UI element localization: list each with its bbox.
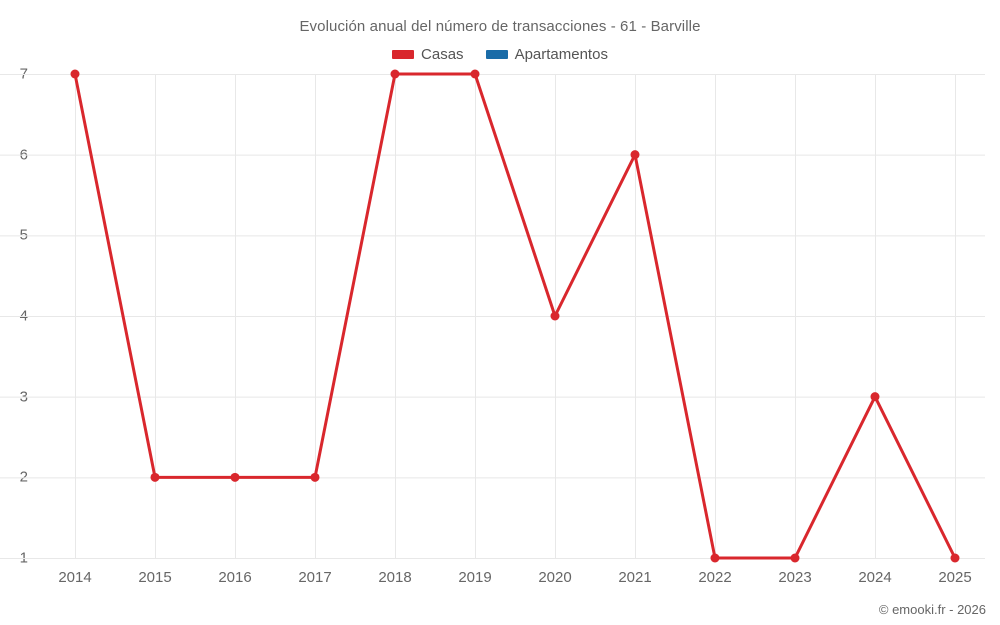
x-axis-tick-2021: 2021 (618, 569, 652, 586)
data-point-casas (70, 69, 80, 79)
data-point-casas (710, 553, 720, 563)
legend-label-apartamentos: Apartamentos (514, 46, 608, 63)
x-axis-tick-2019: 2019 (458, 569, 492, 586)
legend-swatch-casas (392, 50, 415, 59)
data-point-casas (950, 553, 960, 563)
x-axis-tick-2017: 2017 (298, 569, 332, 586)
data-point-casas (630, 150, 640, 160)
legend-item-casas[interactable]: Casas (392, 46, 464, 63)
legend-label-casas: Casas (421, 46, 464, 63)
x-axis-tick-2025: 2025 (938, 569, 972, 586)
x-axis-tick-2022: 2022 (698, 569, 732, 586)
data-point-casas (390, 69, 400, 79)
x-axis-tick-2015: 2015 (138, 569, 172, 586)
x-axis-tick-2018: 2018 (378, 569, 412, 586)
y-axis-tick-2: 2 (19, 468, 28, 486)
data-point-casas (230, 472, 240, 482)
y-axis-tick-5: 5 (19, 226, 28, 244)
data-point-casas (790, 553, 800, 563)
x-axis-tick-2014: 2014 (58, 569, 92, 586)
y-axis-tick-3: 3 (19, 388, 28, 406)
x-axis-tick-2020: 2020 (538, 569, 572, 586)
chart-plot-svg (0, 69, 985, 563)
y-axis-tick-6: 6 (19, 146, 28, 164)
series-line-casas (73, 72, 957, 560)
legend-swatch-apartamentos (485, 50, 508, 59)
data-point-casas (150, 472, 160, 482)
x-axis-tick-2016: 2016 (218, 569, 252, 586)
data-point-casas (310, 472, 320, 482)
plot-area (0, 69, 985, 563)
x-axis-tick-2023: 2023 (778, 569, 812, 586)
data-point-casas (870, 392, 880, 402)
copyright-credit: © emooki.fr - 2026 (878, 602, 986, 617)
chart-title: Evolución anual del número de transaccio… (299, 18, 701, 35)
legend-item-apartamentos[interactable]: Apartamentos (485, 46, 608, 63)
data-point-casas (550, 311, 560, 321)
x-axis-tick-2024: 2024 (858, 569, 892, 586)
chart-legend: Casas Apartamentos (0, 46, 1000, 63)
data-point-casas (470, 69, 480, 79)
